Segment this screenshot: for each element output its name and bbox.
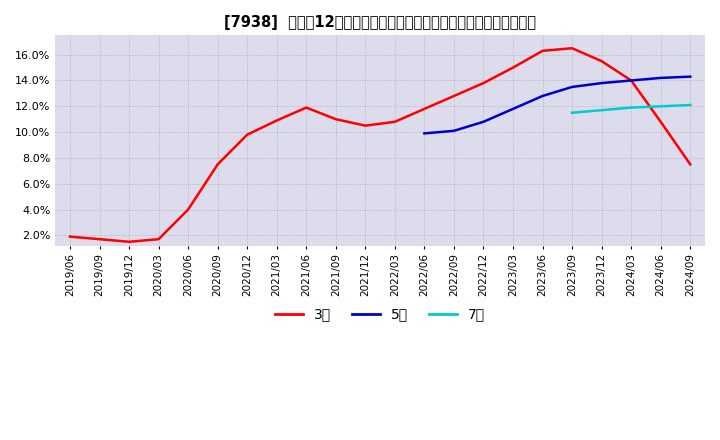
5年	[420, 131, 428, 136]
7年	[598, 107, 606, 113]
3年	[390, 119, 399, 125]
3年	[154, 237, 163, 242]
5年	[657, 75, 665, 81]
Line: 7年: 7年	[572, 105, 690, 113]
3年	[657, 119, 665, 125]
3年	[361, 123, 369, 128]
5年	[480, 119, 488, 125]
3年	[568, 46, 577, 51]
5年	[539, 93, 547, 99]
Line: 3年: 3年	[70, 48, 690, 242]
3年	[627, 78, 636, 83]
5年	[598, 81, 606, 86]
3年	[184, 207, 192, 212]
7年	[627, 105, 636, 110]
3年	[420, 106, 428, 111]
7年	[568, 110, 577, 115]
Legend: 3年, 5年, 7年: 3年, 5年, 7年	[270, 302, 490, 327]
3年	[272, 118, 281, 123]
3年	[125, 239, 133, 244]
5年	[509, 106, 518, 111]
5年	[686, 74, 695, 79]
3年	[66, 234, 74, 239]
3年	[95, 237, 104, 242]
3年	[539, 48, 547, 53]
3年	[331, 117, 340, 122]
Title: [7938]  売上高12か月移動合計の対前年同期増減率の標準偏差の推移: [7938] 売上高12か月移動合計の対前年同期増減率の標準偏差の推移	[224, 15, 536, 30]
7年	[686, 103, 695, 108]
3年	[686, 162, 695, 167]
3年	[449, 93, 458, 99]
3年	[598, 59, 606, 64]
3年	[302, 105, 310, 110]
3年	[243, 132, 251, 137]
5年	[449, 128, 458, 133]
3年	[509, 65, 518, 70]
3年	[213, 162, 222, 167]
5年	[568, 84, 577, 90]
Line: 5年: 5年	[424, 77, 690, 133]
7年	[657, 104, 665, 109]
3年	[480, 81, 488, 86]
5年	[627, 78, 636, 83]
